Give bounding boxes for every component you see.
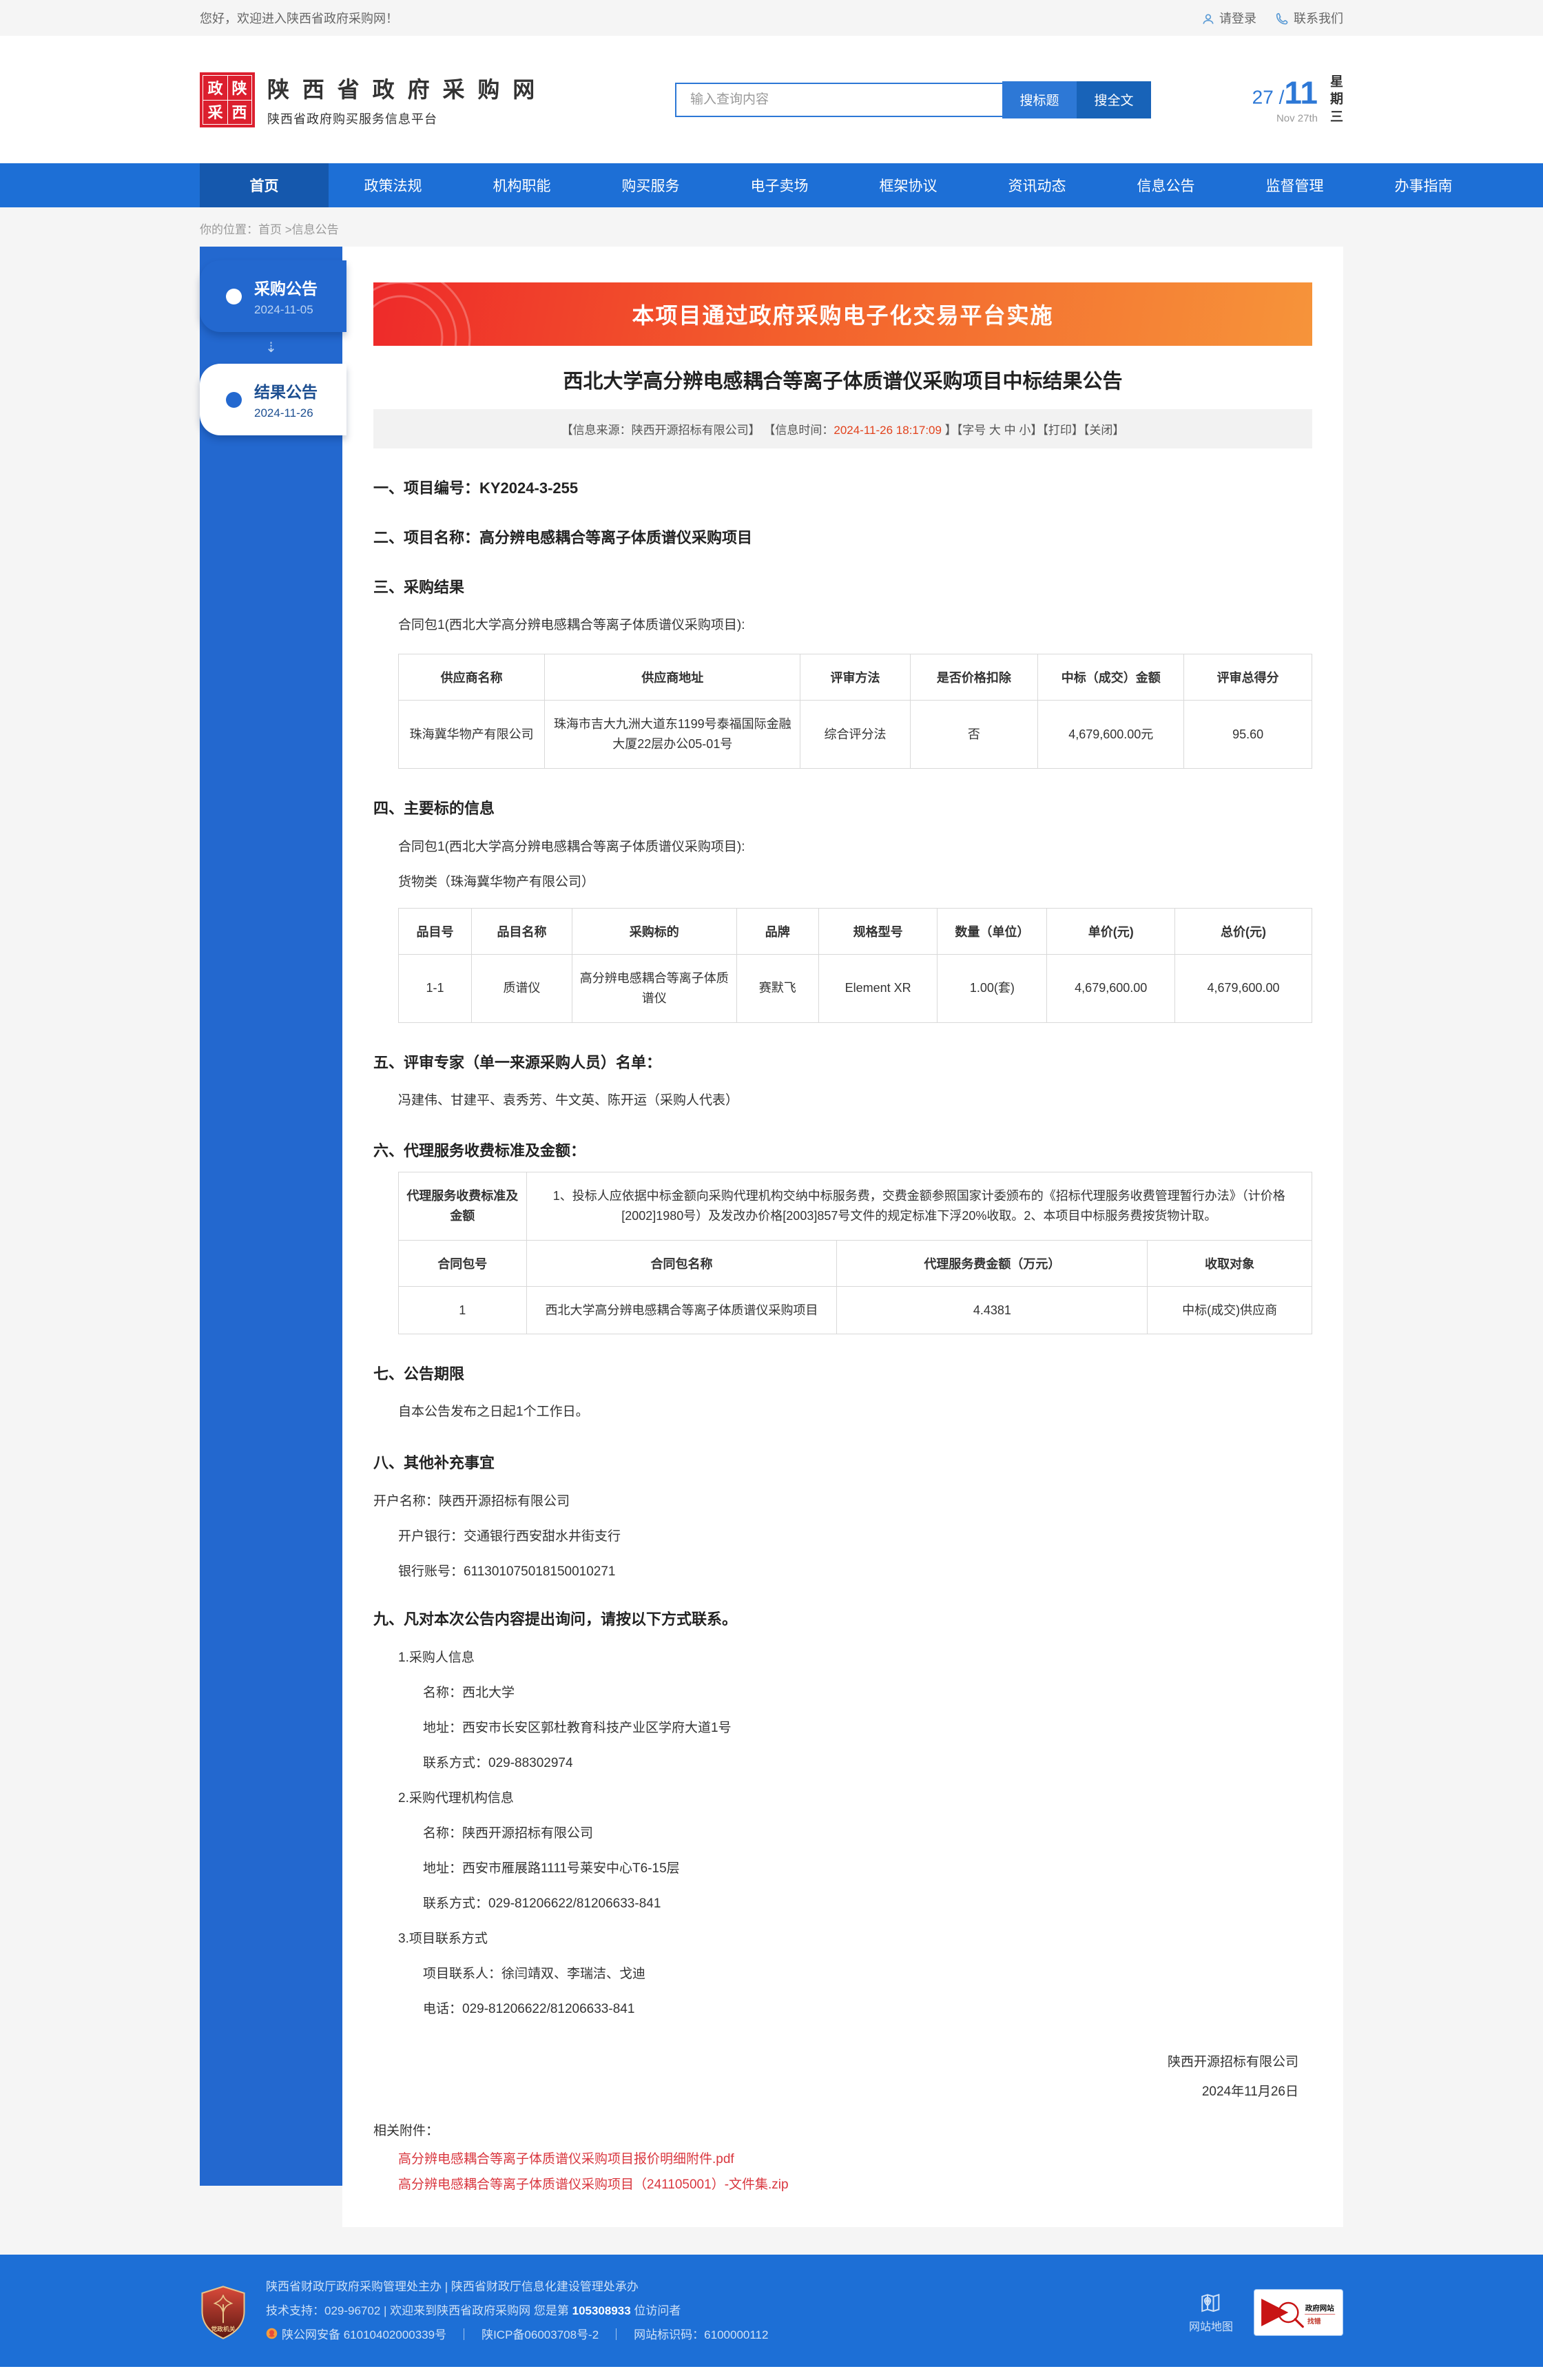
- svg-text:政府网站: 政府网站: [1305, 2304, 1334, 2312]
- svg-text:找错: 找错: [1307, 2317, 1321, 2326]
- svg-text:党政机关: 党政机关: [211, 2325, 235, 2332]
